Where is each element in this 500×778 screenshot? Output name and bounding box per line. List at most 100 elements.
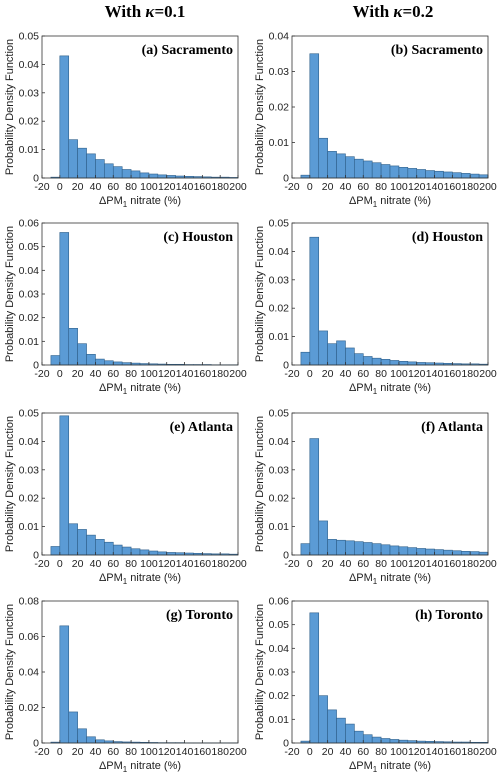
histogram-bar bbox=[479, 175, 488, 178]
histogram-bar bbox=[319, 521, 328, 555]
y-axis-label: Probability Density Function bbox=[254, 416, 266, 552]
x-tick-label: -20 bbox=[34, 181, 49, 193]
y-axis-label: Probability Density Function bbox=[254, 39, 266, 175]
y-tick-label: 0.03 bbox=[269, 274, 290, 286]
histogram-bar bbox=[78, 529, 87, 555]
histogram-bar bbox=[301, 352, 310, 365]
y-tick-label: 0.03 bbox=[269, 66, 290, 78]
x-tick-label: 0 bbox=[307, 181, 313, 193]
histogram-bar bbox=[328, 710, 337, 743]
histogram-bar bbox=[390, 360, 399, 365]
histogram-bar bbox=[87, 535, 96, 555]
x-tick-label: 160 bbox=[444, 558, 462, 570]
histogram-bar bbox=[51, 546, 60, 555]
y-axis-label: Probability Density Function bbox=[4, 39, 16, 175]
histogram-bar bbox=[452, 551, 461, 555]
histogram-bar bbox=[417, 548, 426, 555]
histogram-bar bbox=[95, 359, 104, 365]
histogram-bar bbox=[381, 359, 390, 365]
x-tick-label: 100 bbox=[140, 558, 158, 570]
x-tick-label: 60 bbox=[107, 746, 119, 758]
histogram-bar bbox=[363, 161, 372, 178]
x-tick-label: 120 bbox=[158, 368, 176, 380]
y-tick-label: 0.03 bbox=[269, 667, 290, 679]
histogram-bar bbox=[310, 613, 319, 743]
histogram-bar bbox=[399, 361, 408, 365]
y-tick-label: 0.02 bbox=[19, 702, 40, 714]
histogram-bar bbox=[78, 344, 87, 365]
histogram-bar bbox=[354, 731, 363, 743]
histogram-bar bbox=[363, 543, 372, 555]
x-tick-label: 20 bbox=[322, 368, 334, 380]
y-axis-label: Probability Density Function bbox=[254, 604, 266, 740]
column-header-kappa-0-2: With κ=0.2 bbox=[318, 2, 468, 26]
x-tick-label: 40 bbox=[90, 746, 102, 758]
histogram-bar bbox=[408, 362, 417, 365]
histogram-bar bbox=[363, 735, 372, 743]
x-tick-label: 0 bbox=[307, 368, 313, 380]
x-tick-label: 80 bbox=[375, 368, 387, 380]
x-tick-label: 200 bbox=[229, 368, 247, 380]
x-tick-label: 100 bbox=[140, 746, 158, 758]
histogram-bar bbox=[354, 542, 363, 555]
x-tick-label: 160 bbox=[194, 181, 212, 193]
histogram-bar bbox=[60, 56, 69, 178]
x-tick-label: 0 bbox=[57, 368, 63, 380]
y-tick-label: 0.05 bbox=[19, 31, 40, 43]
histogram-bar bbox=[60, 626, 69, 743]
x-tick-label: 160 bbox=[444, 181, 462, 193]
histogram-bar bbox=[337, 718, 346, 743]
histogram-bar bbox=[78, 148, 87, 178]
histogram-bar bbox=[87, 354, 96, 365]
panel-title: (c) Houston bbox=[163, 230, 233, 245]
y-tick-label: 0.01 bbox=[269, 137, 290, 149]
histogram-bar bbox=[345, 724, 354, 743]
panel-title: (f) Atlanta bbox=[421, 420, 483, 435]
y-axis-label: Probability Density Function bbox=[4, 604, 16, 740]
histogram-bar bbox=[319, 331, 328, 365]
x-axis-label: ΔPM1 nitrate (%) bbox=[349, 760, 431, 774]
y-tick-label: 0.02 bbox=[269, 493, 290, 505]
histogram-bar bbox=[443, 172, 452, 178]
x-tick-label: 40 bbox=[340, 181, 352, 193]
y-tick-label: 0.06 bbox=[269, 596, 290, 608]
x-tick-label: 20 bbox=[322, 181, 334, 193]
histogram-bar bbox=[158, 552, 167, 555]
x-axis-label: ΔPM1 nitrate (%) bbox=[349, 195, 431, 209]
histogram-bar bbox=[87, 737, 96, 743]
histogram-bar bbox=[470, 174, 479, 178]
y-tick-label: 0.05 bbox=[19, 241, 40, 253]
histogram-bar bbox=[140, 550, 149, 555]
histogram-bar bbox=[328, 151, 337, 178]
x-tick-label: -20 bbox=[34, 746, 49, 758]
histogram-bar bbox=[140, 173, 149, 178]
x-tick-label: 80 bbox=[125, 368, 137, 380]
x-tick-label: 60 bbox=[357, 368, 369, 380]
x-tick-label: 180 bbox=[461, 746, 479, 758]
histogram-bar bbox=[408, 548, 417, 555]
histogram-bar bbox=[328, 539, 337, 555]
y-tick-label: 0.05 bbox=[269, 619, 290, 631]
histogram-bar bbox=[69, 328, 78, 365]
x-tick-label: -20 bbox=[284, 368, 299, 380]
panel-title: (g) Toronto bbox=[166, 608, 233, 623]
panel-title: (h) Toronto bbox=[415, 608, 483, 623]
histogram-bar bbox=[131, 549, 140, 555]
histogram-bar bbox=[122, 169, 131, 178]
x-tick-label: 20 bbox=[72, 558, 84, 570]
x-tick-label: 200 bbox=[229, 181, 247, 193]
x-tick-label: -20 bbox=[34, 558, 49, 570]
histogram-bar bbox=[60, 232, 69, 365]
histogram-bar bbox=[301, 544, 310, 555]
histogram-bar bbox=[104, 164, 113, 178]
x-tick-label: 40 bbox=[90, 368, 102, 380]
panel-title: (b) Sacramento bbox=[391, 43, 483, 58]
histogram-bar bbox=[95, 160, 104, 178]
x-tick-label: 180 bbox=[211, 181, 229, 193]
histogram-bar bbox=[390, 166, 399, 178]
y-axis-label: Probability Density Function bbox=[254, 226, 266, 362]
x-tick-label: 200 bbox=[229, 558, 247, 570]
histogram-bar bbox=[381, 739, 390, 743]
